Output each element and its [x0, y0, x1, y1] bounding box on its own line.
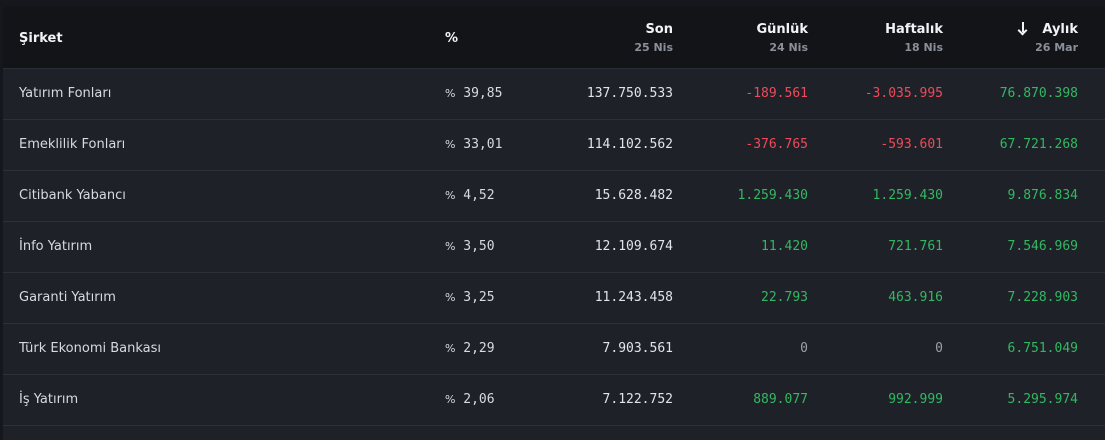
value-aylik: 7.228.903	[1007, 290, 1078, 305]
column-header-company[interactable]: Şirket	[19, 31, 63, 46]
table-row[interactable]: Citibank Yabancı% 4,52 15.628.482 1.259.43…	[3, 171, 1105, 222]
percent-symbol: %	[445, 138, 456, 151]
value-aylik: 7.546.969	[1007, 239, 1078, 254]
column-header-aylik-label: Aylık	[1018, 22, 1078, 37]
percent-symbol: %	[445, 342, 456, 355]
value-gunluk: -376.765	[745, 137, 808, 152]
share-percent-value: 39,85	[463, 86, 503, 101]
company-table: Şirket % Son 25 Nis Günlük 24 Nis Haftal…	[3, 6, 1105, 440]
company-name[interactable]: Emeklilik Fonları	[19, 137, 126, 152]
value-son: 7.122.752	[602, 392, 673, 407]
value-aylik: 6.751.049	[1007, 341, 1078, 356]
share-percent: % 2,29	[445, 341, 495, 356]
column-header-son[interactable]: Son 25 Nis	[634, 22, 673, 54]
arrow-down-icon	[1018, 22, 1028, 34]
value-haftalik: 721.761	[888, 239, 943, 254]
column-header-gunluk-date: 24 Nis	[769, 41, 808, 54]
value-son: 7.903.561	[602, 341, 673, 356]
value-haftalik: 1.259.430	[872, 188, 943, 203]
percent-symbol: %	[445, 189, 456, 202]
value-haftalik: 0	[935, 341, 943, 356]
share-percent-value: 4,52	[463, 188, 495, 203]
value-son: 15.628.482	[594, 188, 673, 203]
column-header-haftalik-label: Haftalık	[885, 22, 943, 37]
value-gunluk: 0	[800, 341, 808, 356]
value-aylik: 67.721.268	[999, 137, 1078, 152]
table-row[interactable]: Türk Ekonomi Bankası% 2,29 7.903.561 0 0 6.7…	[3, 324, 1105, 375]
value-aylik: 9.876.834	[1007, 188, 1078, 203]
value-aylik: 76.870.398	[999, 86, 1078, 101]
company-name[interactable]: Citibank Yabancı	[19, 188, 126, 203]
company-name[interactable]: Türk Ekonomi Bankası	[19, 341, 162, 356]
company-name[interactable]: İş Yatırım	[19, 392, 79, 407]
share-percent-value: 3,50	[463, 239, 495, 254]
percent-symbol: %	[445, 240, 456, 253]
value-son: 11.243.458	[594, 290, 673, 305]
percent-symbol: %	[445, 87, 456, 100]
column-header-haftalik-date: 18 Nis	[904, 41, 943, 54]
column-header-gunluk[interactable]: Günlük 24 Nis	[756, 22, 808, 54]
value-son: 137.750.533	[586, 86, 673, 101]
share-percent-value: 2,06	[463, 392, 495, 407]
column-header-aylik[interactable]: Aylık 26 Mar	[1018, 22, 1078, 54]
table-row[interactable]: İnfo Yatırım% 3,50 12.109.674 11.420 721.76…	[3, 222, 1105, 273]
value-haftalik: -593.601	[880, 137, 943, 152]
column-header-haftalik[interactable]: Haftalık 18 Nis	[885, 22, 943, 54]
table-header: Şirket % Son 25 Nis Günlük 24 Nis Haftal…	[3, 6, 1105, 69]
percent-symbol: %	[445, 291, 456, 304]
share-percent-value: 3,25	[463, 290, 495, 305]
share-percent-value: 33,01	[463, 137, 503, 152]
value-aylik: 5.295.974	[1007, 392, 1078, 407]
percent-symbol: %	[445, 393, 456, 406]
column-header-aylik-text: Aylık	[1042, 22, 1078, 37]
value-gunluk: -189.561	[745, 86, 808, 101]
value-son: 114.102.562	[586, 137, 673, 152]
column-header-aylik-date: 26 Mar	[1035, 41, 1078, 54]
value-gunluk: 22.793	[761, 290, 808, 305]
share-percent-value: 2,29	[463, 341, 495, 356]
table-row[interactable]: Emeklilik Fonları% 33,01 114.102.562 -376.…	[3, 120, 1105, 171]
share-percent: % 33,01	[445, 137, 502, 152]
value-haftalik: -3.035.995	[864, 86, 943, 101]
share-percent: % 39,85	[445, 86, 502, 101]
column-header-percent[interactable]: %	[445, 31, 459, 46]
share-percent: % 3,50	[445, 239, 495, 254]
value-haftalik: 992.999	[888, 392, 943, 407]
table-row[interactable]: Garanti Yatırım% 3,25 11.243.458 22.793 463…	[3, 273, 1105, 324]
table-row[interactable]: Yatırım Fonları% 39,85 137.750.533 -189.56…	[3, 69, 1105, 120]
company-name[interactable]: Garanti Yatırım	[19, 290, 116, 305]
value-son: 12.109.674	[594, 239, 673, 254]
company-name[interactable]: Yatırım Fonları	[19, 86, 112, 101]
share-percent: % 3,25	[445, 290, 495, 305]
table-body: Yatırım Fonları% 39,85 137.750.533 -189.56…	[3, 69, 1105, 426]
column-header-gunluk-label: Günlük	[756, 22, 808, 37]
value-gunluk: 889.077	[753, 392, 808, 407]
value-gunluk: 11.420	[761, 239, 808, 254]
company-name[interactable]: İnfo Yatırım	[19, 239, 93, 254]
column-header-son-label: Son	[645, 22, 673, 37]
value-gunluk: 1.259.430	[737, 188, 808, 203]
share-percent: % 2,06	[445, 392, 495, 407]
share-percent: % 4,52	[445, 188, 495, 203]
value-haftalik: 463.916	[888, 290, 943, 305]
table-row[interactable]: İş Yatırım% 2,06 7.122.752 889.077 992.999 5…	[3, 375, 1105, 426]
column-header-son-date: 25 Nis	[634, 41, 673, 54]
